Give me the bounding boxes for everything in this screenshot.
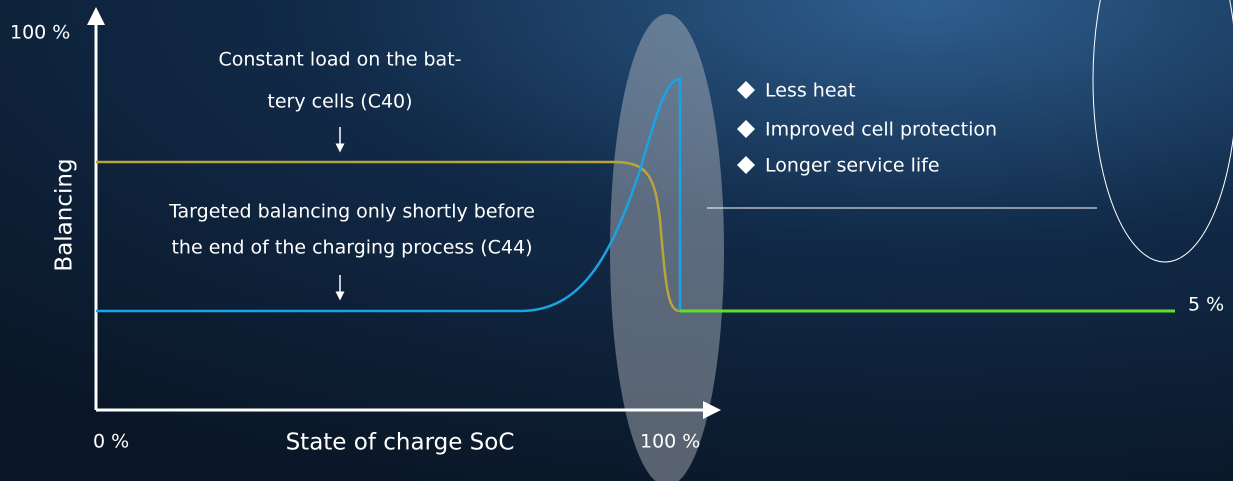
annotation-line: tery cells (C40) bbox=[267, 91, 412, 113]
x-min-label: 0 % bbox=[93, 431, 129, 453]
bullet bbox=[737, 120, 755, 138]
x-title: State of charge SoC bbox=[286, 430, 515, 456]
annotation-line: Targeted balancing only shortly before bbox=[168, 201, 535, 223]
y-max-label: 100 % bbox=[10, 22, 70, 44]
bullet bbox=[737, 156, 755, 174]
annotation-line: Constant load on the bat- bbox=[218, 49, 461, 71]
benefit: Improved cell protection bbox=[765, 119, 997, 141]
c40-curve bbox=[96, 160, 681, 313]
highlight-ellipse bbox=[610, 14, 724, 481]
annotation-line: the end of the charging process (C44) bbox=[171, 237, 532, 259]
bullet bbox=[737, 81, 755, 99]
end-label: 5 % bbox=[1188, 294, 1224, 316]
decor-ellipse bbox=[1092, 0, 1233, 263]
benefit: Longer service life bbox=[765, 155, 940, 177]
y-title: Balancing bbox=[52, 158, 78, 271]
c44-curve bbox=[96, 77, 682, 313]
benefit: Less heat bbox=[765, 80, 856, 102]
x-max-label: 100 % bbox=[640, 431, 700, 453]
